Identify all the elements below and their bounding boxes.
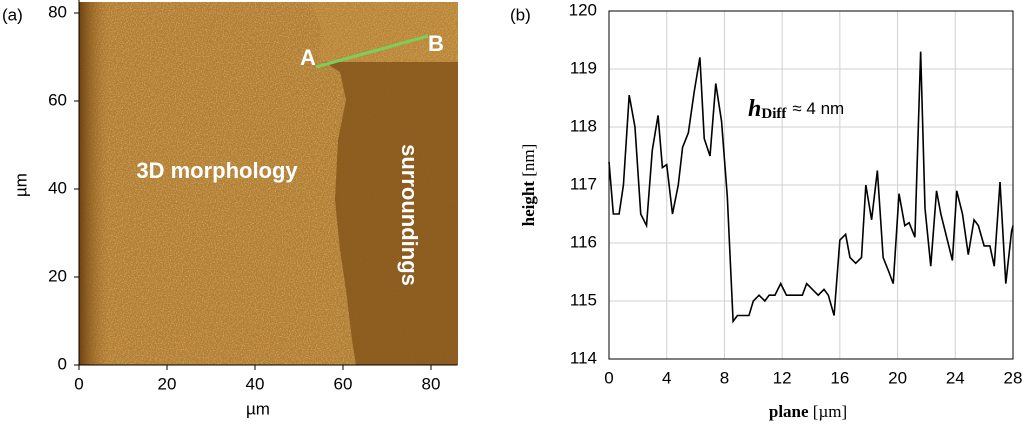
y-tick-label: 119 <box>570 58 597 77</box>
plot-frame <box>608 10 1014 360</box>
profile-line <box>315 34 429 69</box>
profile-panel: 114 115 116 117 118 119 120 0 4 8 12 16 20 24 28 (b) pla… <box>510 0 1022 420</box>
annotation: surroundings <box>397 144 422 286</box>
y-axis-label: µm <box>11 173 30 197</box>
x-tick-label: 16 <box>830 368 849 387</box>
annotation-subscript: Diff <box>761 106 787 122</box>
annotation: 3D morphology <box>136 158 298 183</box>
panel-label: (b) <box>510 5 531 24</box>
x-axis-name: plane <box>769 402 809 421</box>
y-tick-label: 117 <box>570 174 597 193</box>
x-tick-label: 0 <box>604 368 613 387</box>
y-tick-label: 120 <box>569 0 597 19</box>
x-tick-label: 40 <box>246 374 265 393</box>
y-tick-label: 40 <box>48 178 67 197</box>
annotation: B <box>428 31 444 56</box>
x-tick-label: 80 <box>422 374 441 393</box>
x-axis-label: plane [µm] <box>769 402 847 421</box>
x-tick-label: 12 <box>773 368 792 387</box>
y-tick-label: 20 <box>48 266 67 285</box>
y-tick-label: 114 <box>570 348 597 367</box>
x-tick-label: 24 <box>946 368 965 387</box>
y-tick-label: 115 <box>570 290 597 309</box>
y-tick-label: 80 <box>48 2 67 21</box>
afm-panel: 0 20 40 60 80 0 20 40 60 80 (a) µm µm 3D morphology su… <box>2 0 458 418</box>
y-axis-name: height <box>519 181 538 227</box>
x-tick-label: 8 <box>720 368 729 387</box>
x-tick-label: 20 <box>158 374 177 393</box>
x-tick-label: 20 <box>888 368 907 387</box>
x-axis-label: µm <box>246 399 270 418</box>
x-tick-label: 28 <box>1004 368 1023 387</box>
profile-line <box>608 51 1014 324</box>
x-tick-label: 4 <box>662 368 671 387</box>
x-tick-label: 60 <box>334 374 353 393</box>
panel-label: (a) <box>2 5 23 24</box>
x-axis-unit: [µm] <box>813 402 847 421</box>
x-tick-label: 0 <box>74 374 83 393</box>
y-tick-label: 60 <box>48 90 67 109</box>
afm-image <box>79 2 458 365</box>
annotation: A <box>300 45 316 70</box>
annotation-symbol: h <box>748 96 761 122</box>
y-tick-label: 118 <box>570 116 597 135</box>
y-tick-label: 116 <box>570 232 597 251</box>
annotation: hDiff ≈ 4 nm <box>748 96 844 123</box>
y-axis-unit: [nm] <box>519 144 538 177</box>
y-axis-label: height [nm] <box>519 144 538 227</box>
annotation-text: ≈ 4 nm <box>792 99 844 118</box>
y-tick-label: 0 <box>58 354 67 373</box>
